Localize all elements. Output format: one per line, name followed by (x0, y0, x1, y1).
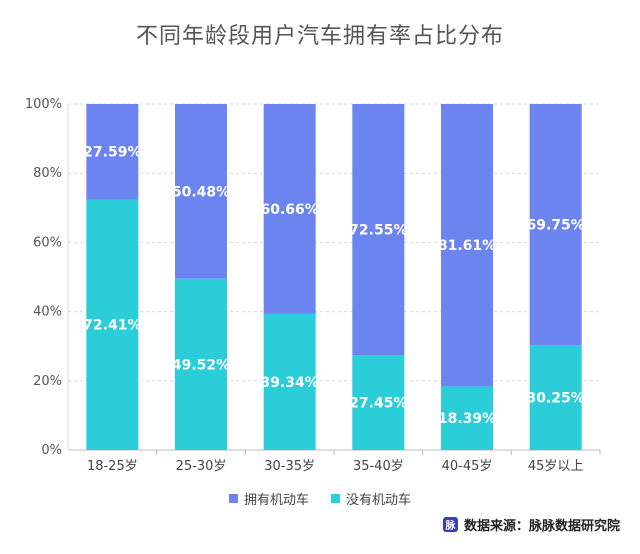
data-label: 27.59% (83, 145, 141, 161)
data-label: 81.61% (438, 238, 496, 254)
data-label: 60.66% (261, 202, 319, 218)
legend-swatch-not-owned (331, 494, 340, 503)
y-tick-label: 100% (25, 97, 62, 112)
legend-label-not-owned: 没有机动车 (346, 493, 412, 508)
bar-segment (529, 104, 582, 346)
y-tick-label: 20% (33, 374, 62, 389)
y-tick-label: 60% (33, 235, 62, 250)
bar-segment (529, 345, 582, 450)
bar-segment (86, 199, 139, 450)
bar-segment (352, 355, 405, 450)
bar-segment (263, 313, 316, 450)
x-tick-label: 40-45岁 (442, 459, 493, 474)
x-tick-label: 45岁以上 (528, 459, 584, 474)
bar-segment (175, 104, 227, 279)
x-tick-label: 30-35岁 (264, 459, 315, 474)
data-label: 72.41% (83, 318, 141, 334)
data-label: 39.34% (261, 375, 319, 391)
y-tick-label: 40% (33, 305, 62, 320)
source-text: 数据来源：脉脉数据研究院 (463, 519, 620, 534)
legend-label-owned: 拥有机动车 (243, 493, 309, 508)
bar-segment (352, 104, 405, 356)
legend-item-owned: 拥有机动车 (228, 489, 309, 508)
data-label: 27.45% (349, 396, 407, 412)
data-label: 72.55% (349, 223, 407, 239)
legend-swatch-owned (228, 494, 238, 503)
y-tick-label: 80% (33, 166, 62, 181)
legend-item-not-owned: 没有机动车 (331, 489, 411, 508)
legend: 拥有机动车 没有机动车 (0, 489, 640, 508)
data-label: 49.52% (172, 357, 230, 373)
data-label: 50.48% (172, 184, 230, 200)
maimai-logo-icon: 脉 (442, 517, 458, 532)
x-tick-label: 35-40岁 (353, 459, 404, 474)
bar-segment (175, 278, 227, 450)
x-tick-label: 25-30岁 (176, 459, 227, 474)
data-label: 18.39% (438, 411, 496, 427)
data-source: 脉 数据来源：脉脉数据研究院 (442, 515, 620, 534)
bar-segment (86, 104, 139, 200)
bar-segment (441, 104, 493, 387)
bar-segment (263, 104, 316, 314)
y-tick-label: 0% (41, 443, 62, 458)
data-label: 69.75% (527, 218, 585, 234)
data-label: 30.25% (527, 391, 585, 407)
bar-segment (441, 386, 493, 450)
x-tick-label: 18-25岁 (87, 459, 138, 474)
chart-title: 不同年龄段用户汽车拥有率占比分布 (135, 24, 504, 49)
